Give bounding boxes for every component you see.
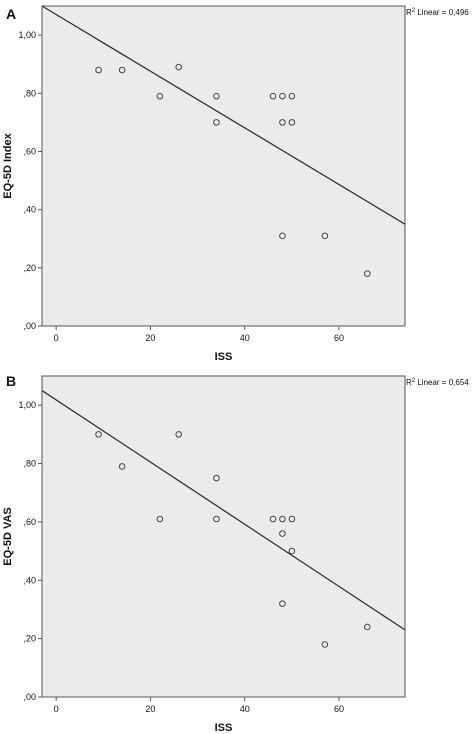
data-point (156, 515, 164, 523)
r2-value: Linear = 0,496 (415, 8, 469, 17)
data-point (279, 530, 286, 537)
data-point (156, 92, 164, 100)
scatter-panel-a: A ,00 ,20 ,40 ,60 ,80 1,00 0 20 40 60 ISS EQ-5D Inde… (2, 5, 469, 363)
panel-label: A (6, 6, 16, 22)
r2-symbol: R (406, 378, 412, 387)
y-tick-label: ,20 (23, 263, 36, 273)
data-point (288, 92, 296, 100)
panel-label: B (6, 373, 16, 389)
y-tick-label: 1,00 (18, 30, 36, 40)
data-point (279, 600, 286, 607)
data-point (95, 66, 102, 74)
data-point (213, 92, 220, 100)
data-point (269, 515, 277, 523)
plot-area (41, 375, 406, 698)
data-point (279, 232, 286, 240)
data-point (118, 463, 126, 470)
data-point (213, 515, 220, 523)
data-point (321, 232, 329, 240)
y-tick-label: ,60 (23, 517, 36, 527)
data-point (213, 119, 220, 126)
x-tick-label: 60 (334, 704, 344, 714)
y-tick-label: ,20 (23, 634, 36, 644)
r2-label: R2 Linear = 0,496 (406, 8, 469, 17)
data-point (175, 63, 183, 71)
r2-label: R2 Linear = 0,654 (406, 378, 469, 387)
x-tick-label: 60 (334, 333, 344, 343)
x-axis-title: ISS (215, 722, 233, 734)
y-axis-title: EQ-5D VAS (2, 507, 14, 565)
data-point (269, 92, 277, 100)
y-tick-label: ,80 (23, 459, 36, 469)
fit-line (41, 390, 406, 631)
x-tick-label: 20 (145, 704, 155, 714)
y-tick-label: ,00 (23, 692, 36, 702)
y-tick-label: ,40 (23, 205, 36, 215)
x-axis-title: ISS (215, 351, 233, 363)
y-tick-label: ,40 (23, 575, 36, 585)
data-point (95, 431, 102, 438)
data-point (279, 92, 286, 100)
y-axis-title: EQ-5D Index (2, 132, 14, 198)
fit-line (41, 5, 406, 225)
x-tick-label: 0 (54, 333, 59, 343)
data-point (363, 270, 371, 277)
y-tick-label: ,80 (23, 88, 36, 98)
data-point (321, 641, 329, 648)
x-tick-label: 0 (54, 704, 59, 714)
r2-superscript: 2 (412, 8, 416, 14)
data-point (288, 547, 296, 555)
r2-symbol: R (406, 8, 412, 17)
y-tick-label: 1,00 (18, 400, 36, 410)
data-point (288, 119, 296, 126)
plot-area (41, 5, 406, 327)
x-tick-label: 20 (145, 333, 155, 343)
y-tick-label: ,60 (23, 146, 36, 156)
data-point (279, 515, 286, 523)
data-point (118, 66, 126, 74)
data-point (363, 623, 371, 631)
data-point (213, 474, 220, 482)
data-point (175, 431, 183, 438)
r2-value: Linear = 0,654 (415, 378, 469, 387)
x-tick-label: 40 (240, 333, 250, 343)
data-point (279, 119, 286, 126)
x-tick-label: 40 (240, 704, 250, 714)
y-tick-label: ,00 (23, 321, 36, 331)
r2-superscript: 2 (412, 378, 416, 384)
scatter-panel-b: B ,00 ,20 ,40 ,60 ,80 1,00 0 20 40 60 ISS EQ-5D VAS R… (2, 373, 469, 734)
data-point (288, 515, 296, 523)
